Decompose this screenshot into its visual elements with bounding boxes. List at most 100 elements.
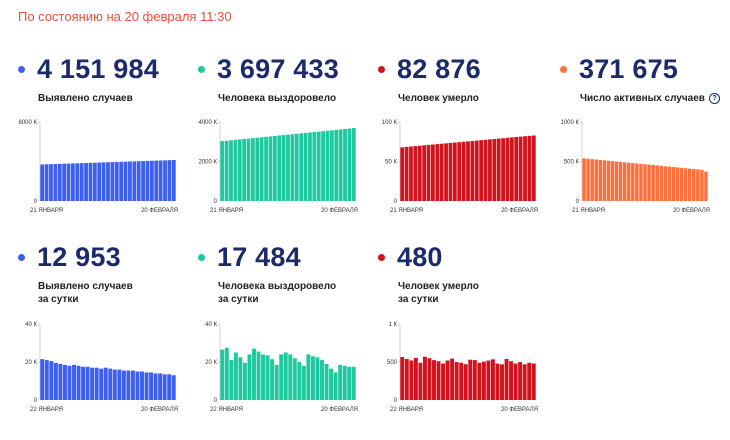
bar — [500, 364, 504, 400]
bar — [140, 371, 144, 400]
y-tick-label: 0 — [214, 199, 218, 205]
x-tick-label-end: 20 ФЕВРАЛЯ — [501, 208, 538, 214]
bar — [117, 369, 122, 400]
bar — [294, 133, 299, 201]
y-tick-label: 40 К — [25, 322, 37, 328]
bar — [315, 357, 320, 400]
bar — [110, 162, 115, 201]
bar — [479, 140, 484, 201]
bar — [251, 138, 255, 201]
bar — [40, 359, 45, 400]
status-date: По состоянию на 20 февраля 11:30 — [18, 9, 232, 24]
recovered-chart: 0 2000 К 4000 К 21 ЯНВАРЯ 20 ФЕВРАЛЯ — [198, 120, 358, 214]
deaths-label: Человек умерло — [398, 93, 479, 104]
y-tick-label: 20 К — [25, 360, 37, 366]
card-daily-recovered: 17 484 Человека выздоровело за сутки 0 20 … — [198, 240, 373, 440]
daily-cases-label: Выявлено случаев за сутки — [38, 281, 133, 305]
active-chart: 0 500 К 1000 К 21 ЯНВАРЯ 20 ФЕВРАЛЯ — [560, 120, 710, 214]
bar — [404, 358, 409, 400]
bar — [272, 135, 277, 201]
bar — [338, 364, 343, 400]
bar — [233, 139, 238, 201]
bar — [643, 164, 647, 201]
bar — [88, 162, 93, 201]
bar — [679, 167, 684, 201]
bar — [400, 357, 405, 400]
y-tick-label: 0 — [214, 398, 218, 404]
bar — [461, 141, 466, 201]
bar — [531, 363, 536, 400]
bar — [167, 374, 172, 400]
bar — [655, 165, 659, 201]
bar — [277, 135, 282, 201]
card-deaths: 82 876 Человек умерло 0 50 К 100 К 21 ЯНВАР… — [378, 52, 553, 252]
daily-recovered-chart: 0 20 К 40 К 22 ЯНВАРЯ 20 ФЕВРАЛЯ — [205, 322, 358, 413]
bar — [329, 368, 334, 400]
bar — [40, 164, 45, 201]
bar — [468, 359, 473, 400]
series-dot — [560, 65, 567, 73]
bar — [667, 166, 672, 201]
bar — [441, 363, 446, 400]
question-circle-icon[interactable]: ? — [708, 93, 720, 104]
y-tick-label: 2000 К — [198, 160, 217, 166]
bar — [342, 365, 347, 400]
bar — [622, 162, 627, 201]
bar — [527, 135, 532, 201]
bar — [347, 366, 352, 400]
bar — [237, 139, 242, 201]
bar — [338, 129, 343, 201]
bar — [347, 128, 352, 201]
x-tick-label-end: 20 ФЕВРАЛЯ — [141, 208, 178, 214]
bar — [663, 166, 668, 201]
bar — [75, 163, 80, 201]
bar — [163, 160, 167, 201]
y-tick-label: 40 К — [205, 322, 217, 328]
bar — [325, 130, 330, 201]
bar — [509, 137, 514, 201]
bar — [154, 160, 159, 201]
bar — [292, 358, 297, 400]
bar — [594, 159, 598, 201]
bar — [639, 163, 643, 201]
bar — [121, 370, 126, 400]
bar — [283, 352, 288, 400]
bar — [79, 163, 84, 201]
bar — [72, 364, 76, 400]
card-recovered: 3 697 433 Человека выздоровело 0 2000 К 40… — [198, 52, 373, 252]
bar — [281, 135, 286, 201]
bar — [130, 370, 135, 400]
series-dot — [378, 253, 385, 261]
bar — [435, 144, 440, 201]
bar — [448, 142, 453, 201]
bar — [522, 364, 527, 400]
bar — [343, 128, 347, 201]
y-tick-label: 50 К — [385, 160, 397, 166]
bar — [618, 161, 623, 201]
bar — [351, 366, 356, 400]
bar — [492, 138, 497, 201]
series-dot — [18, 253, 25, 261]
bar — [439, 143, 444, 201]
bar — [470, 140, 475, 201]
bar — [97, 162, 102, 201]
y-tick-label: 20 К — [205, 360, 217, 366]
bar — [417, 145, 422, 201]
bar — [306, 354, 311, 400]
bar — [422, 356, 427, 400]
bar — [62, 163, 67, 201]
bar — [92, 162, 97, 201]
series-dot — [198, 65, 205, 73]
bar — [404, 146, 409, 201]
daily-cases-value: 12 953 — [37, 241, 121, 272]
bar — [496, 138, 501, 201]
bar — [264, 136, 268, 201]
bar — [436, 361, 441, 400]
bar — [422, 145, 427, 201]
bar — [220, 349, 225, 400]
x-tick-label-end: 20 ФЕВРАЛЯ — [321, 407, 358, 413]
bar — [229, 140, 233, 201]
bar — [509, 361, 514, 400]
bar — [324, 363, 329, 400]
bar — [452, 142, 457, 201]
